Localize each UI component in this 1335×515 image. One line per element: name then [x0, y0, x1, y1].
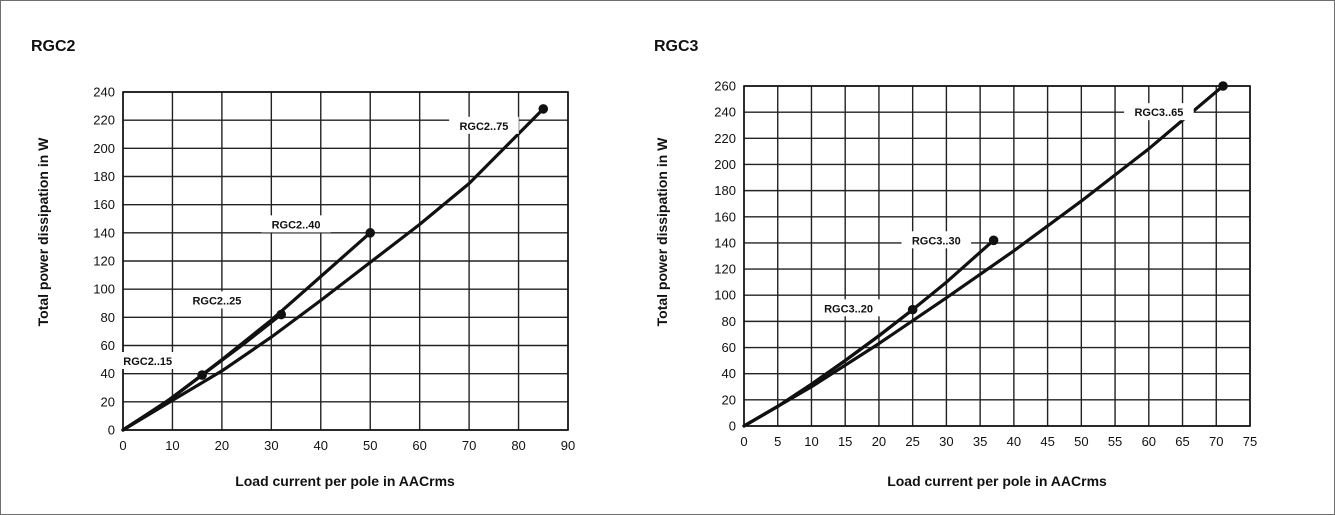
c2-y-tick-label: 0 — [729, 419, 736, 434]
c2-y-tick-label: 100 — [714, 288, 736, 303]
c1-series-endpoint-RGC2..40 — [365, 228, 376, 238]
c1-y-tick-label: 220 — [93, 113, 115, 128]
c2-x-tick-label: 5 — [774, 434, 781, 449]
c1-x-tick-label: 20 — [215, 438, 229, 453]
c2-y-tick-label: 60 — [722, 340, 736, 355]
c2-y-tick-label: 260 — [714, 79, 736, 94]
c1-y-tick-label: 20 — [101, 394, 115, 409]
c2-y-tick-label: 140 — [714, 235, 736, 250]
c1-x-tick-label: 40 — [314, 438, 328, 453]
c1-y-axis-label: Total power dissipation in W — [35, 137, 51, 327]
c2-x-axis-label: Load current per pole in AACrms — [887, 473, 1107, 489]
c2-curve-label-bg — [901, 231, 972, 249]
c2-series-line-RGC3..65 — [742, 84, 1225, 428]
c2-x-tick-label: 35 — [973, 434, 987, 449]
c1-y-tick-label: 80 — [101, 310, 115, 325]
c1-y-tick-label: 60 — [101, 338, 115, 353]
c2-curve-label: RGC3..65 — [1134, 107, 1183, 119]
c2-series-endpoint-RGC3..30 — [988, 235, 999, 246]
c2-curve-label: RGC3..30 — [912, 235, 961, 247]
c2-x-tick-label: 30 — [939, 434, 953, 449]
c1-y-tick-label: 180 — [93, 169, 115, 184]
c1-x-tick-label: 10 — [165, 438, 179, 453]
c2-y-tick-label: 200 — [714, 157, 736, 172]
c2-x-tick-label: 50 — [1074, 434, 1088, 449]
c1-y-tick-label: 140 — [93, 225, 115, 240]
c2-y-tick-label: 180 — [714, 183, 736, 198]
c2-x-tick-label: 65 — [1175, 434, 1189, 449]
c2-x-tick-label: 45 — [1040, 434, 1054, 449]
c1-series-line-RGC2..75 — [121, 107, 545, 432]
c1-curve-label-bg — [449, 116, 519, 134]
c2-series-endpoint-RGC3..65 — [1218, 81, 1228, 91]
c2-x-tick-label: 10 — [804, 434, 818, 449]
c1-plot-border — [122, 91, 569, 431]
c1-x-tick-label: 50 — [363, 438, 377, 453]
chart-title-rgc3: RGC3 — [654, 38, 699, 55]
c1-curve-label: RGC2..25 — [192, 295, 241, 307]
c1-y-tick-label: 100 — [93, 282, 115, 297]
c2-x-tick-label: 0 — [740, 434, 747, 449]
c1-series-line-RGC2..40 — [121, 231, 372, 432]
c2-x-tick-label: 15 — [838, 434, 852, 449]
c2-curve-label-bg — [813, 299, 884, 317]
c1-series-endpoint-RGC2..75 — [538, 104, 549, 114]
c2-y-tick-label: 80 — [722, 314, 736, 329]
c1-x-tick-label: 70 — [462, 438, 476, 453]
c2-plot-border — [743, 85, 1251, 427]
c2-x-tick-label: 60 — [1142, 434, 1156, 449]
c1-curve-label: RGC2..15 — [123, 356, 172, 368]
c2-curve-label: RGC3..20 — [824, 303, 873, 315]
c1-curve-label-bg — [182, 291, 252, 309]
c1-y-tick-label: 160 — [93, 197, 115, 212]
c2-series-line-RGC3..30 — [742, 238, 996, 428]
c2-y-tick-label: 120 — [714, 262, 736, 277]
c1-y-tick-label: 40 — [101, 366, 115, 381]
c1-x-tick-label: 90 — [561, 438, 575, 453]
c2-x-tick-label: 55 — [1108, 434, 1122, 449]
c1-x-axis-label: Load current per pole in AACrms — [235, 473, 455, 489]
c1-x-tick-label: 60 — [412, 438, 426, 453]
c2-curve-label-bg — [1124, 103, 1194, 121]
c1-y-tick-label: 240 — [93, 85, 115, 100]
c2-x-tick-label: 40 — [1007, 434, 1021, 449]
c1-curve-label-bg — [112, 351, 183, 369]
c2-y-tick-label: 40 — [722, 366, 736, 381]
c2-y-tick-label: 220 — [714, 131, 736, 146]
c1-y-tick-label: 200 — [93, 141, 115, 156]
c1-x-tick-label: 30 — [264, 438, 278, 453]
c1-x-tick-label: 0 — [119, 438, 126, 453]
chart-title-rgc2: RGC2 — [31, 38, 76, 55]
c1-curve-label: RGC2..75 — [459, 121, 508, 133]
c1-y-tick-label: 0 — [108, 423, 115, 438]
c2-y-tick-label: 240 — [714, 105, 736, 120]
c2-x-tick-label: 25 — [905, 434, 919, 449]
c2-y-tick-label: 20 — [722, 392, 736, 407]
c2-x-tick-label: 75 — [1243, 434, 1257, 449]
c2-x-tick-label: 20 — [872, 434, 886, 449]
c2-y-axis-label: Total power dissipation in W — [654, 137, 670, 327]
c1-curve-label: RGC2..40 — [272, 219, 321, 231]
c2-y-tick-label: 160 — [714, 209, 736, 224]
c2-series-line-RGC3..20 — [742, 308, 915, 428]
c1-curve-label-bg — [261, 215, 331, 233]
c1-y-tick-label: 120 — [93, 254, 115, 269]
c1-x-tick-label: 80 — [511, 438, 525, 453]
c2-x-tick-label: 70 — [1209, 434, 1223, 449]
